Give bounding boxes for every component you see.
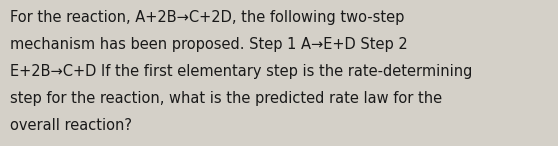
- Text: E+2B→C+D If the first elementary step is the rate-determining: E+2B→C+D If the first elementary step is…: [10, 64, 473, 79]
- Text: For the reaction, A+2B→C+2D, the following two-step: For the reaction, A+2B→C+2D, the followi…: [10, 10, 405, 25]
- Text: mechanism has been proposed. Step 1 A→E+D Step 2: mechanism has been proposed. Step 1 A→E+…: [10, 37, 408, 52]
- Text: step for the reaction, what is the predicted rate law for the: step for the reaction, what is the predi…: [10, 91, 442, 106]
- Text: overall reaction?: overall reaction?: [10, 118, 132, 133]
